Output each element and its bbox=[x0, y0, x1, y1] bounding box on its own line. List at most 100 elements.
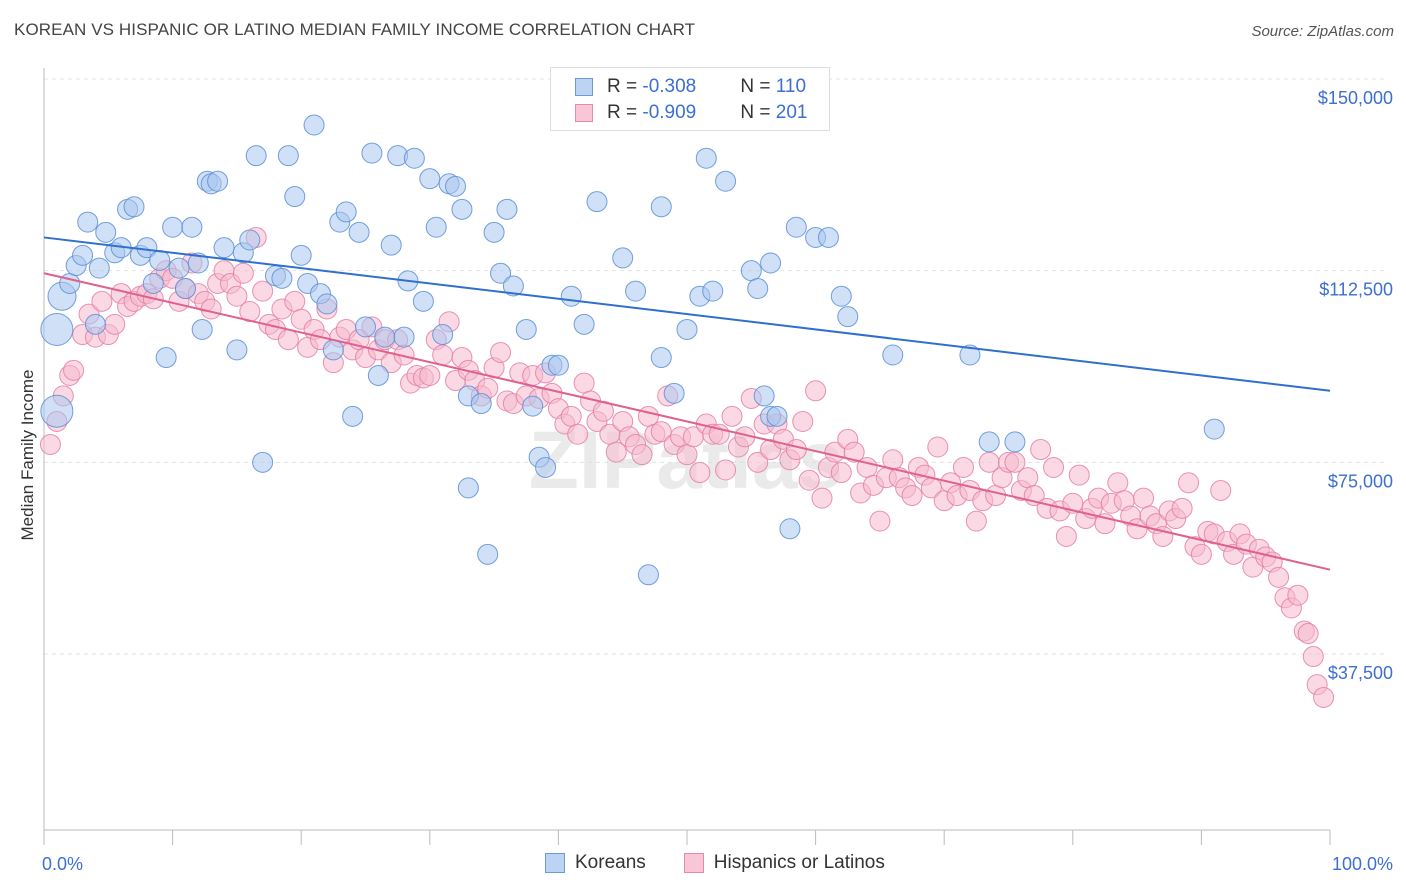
data-point bbox=[798, 469, 820, 491]
legend-row-koreans: R = -0.308 N = 110 bbox=[575, 75, 806, 99]
data-point bbox=[496, 198, 518, 220]
data-point bbox=[239, 229, 261, 251]
series-label-koreans: Koreans bbox=[575, 852, 646, 873]
data-point bbox=[271, 267, 293, 289]
data-point bbox=[869, 510, 891, 532]
data-point bbox=[631, 444, 653, 466]
data-point bbox=[1210, 479, 1232, 501]
data-point bbox=[1268, 566, 1290, 588]
data-point bbox=[689, 462, 711, 484]
data-point bbox=[959, 344, 981, 366]
data-point bbox=[1107, 472, 1129, 494]
data-point bbox=[374, 326, 396, 348]
data-point bbox=[502, 275, 524, 297]
y-tick-label: $150,000 bbox=[1318, 88, 1393, 108]
data-point bbox=[419, 168, 441, 190]
data-point bbox=[1043, 456, 1065, 478]
data-point bbox=[77, 211, 99, 233]
series-label-hispanics: Hispanics or Latinos bbox=[713, 852, 885, 873]
legend-swatch-hispanics bbox=[575, 104, 593, 122]
axis-labels: $37,500 $75,000 $112,500 $150,000 0.0% 100.0%… bbox=[18, 88, 1393, 874]
data-point bbox=[747, 451, 769, 473]
series-legend-koreans[interactable]: Koreans bbox=[545, 852, 646, 874]
data-point bbox=[605, 441, 627, 463]
data-point bbox=[843, 441, 865, 463]
data-point bbox=[515, 318, 537, 340]
data-point bbox=[830, 462, 852, 484]
y-axis-title: Median Family Income bbox=[18, 369, 37, 540]
trend-line-hispanics bbox=[43, 272, 1331, 571]
data-point bbox=[39, 433, 61, 455]
data-point bbox=[753, 385, 775, 407]
data-point bbox=[650, 421, 672, 443]
data-point bbox=[303, 114, 325, 136]
legend-r-label: R = bbox=[607, 76, 643, 97]
data-point bbox=[200, 298, 222, 320]
data-point bbox=[355, 316, 376, 338]
data-point bbox=[322, 339, 344, 361]
data-point bbox=[766, 405, 788, 427]
data-point bbox=[290, 244, 312, 266]
data-point bbox=[811, 487, 833, 509]
data-point bbox=[547, 354, 569, 376]
data-point bbox=[393, 326, 415, 348]
data-point bbox=[335, 201, 357, 223]
series-legend-hispanics[interactable]: Hispanics or Latinos bbox=[683, 852, 885, 874]
data-point bbox=[348, 221, 370, 243]
data-point bbox=[612, 247, 634, 269]
data-point bbox=[432, 324, 454, 346]
data-point bbox=[837, 306, 859, 328]
data-point bbox=[361, 142, 383, 164]
data-point bbox=[277, 329, 299, 351]
data-point bbox=[560, 285, 582, 307]
data-point bbox=[573, 313, 595, 335]
series-swatch-koreans bbox=[545, 853, 565, 873]
data-point bbox=[650, 347, 672, 369]
data-point bbox=[1287, 584, 1309, 606]
data-point bbox=[142, 272, 164, 294]
data-point bbox=[104, 313, 126, 335]
data-point bbox=[403, 147, 425, 169]
data-point bbox=[625, 280, 647, 302]
data-point bbox=[567, 423, 589, 445]
data-point bbox=[785, 439, 807, 461]
data-point bbox=[226, 339, 248, 361]
data-point bbox=[149, 249, 171, 271]
korean-points bbox=[40, 76, 1225, 586]
data-point bbox=[412, 290, 434, 312]
data-point bbox=[162, 216, 184, 238]
data-point bbox=[284, 290, 306, 312]
data-point bbox=[232, 262, 254, 284]
data-point bbox=[792, 410, 814, 432]
data-point bbox=[676, 444, 698, 466]
data-point bbox=[213, 237, 235, 259]
trend-lines bbox=[43, 236, 1331, 571]
data-point bbox=[1203, 418, 1225, 440]
data-point bbox=[560, 405, 582, 427]
data-point bbox=[123, 196, 145, 218]
data-point bbox=[483, 221, 505, 243]
y-tick-label: $112,500 bbox=[1319, 280, 1393, 300]
data-point bbox=[1030, 439, 1052, 461]
data-point bbox=[676, 318, 698, 340]
data-point bbox=[1133, 487, 1155, 509]
data-point bbox=[715, 459, 737, 481]
data-point bbox=[316, 293, 338, 315]
legend-swatch-koreans bbox=[575, 78, 593, 96]
series-legend: Koreans Hispanics or Latinos bbox=[545, 852, 923, 874]
data-point bbox=[91, 290, 113, 312]
data-point bbox=[637, 564, 659, 586]
data-point bbox=[1302, 646, 1324, 668]
data-point bbox=[380, 234, 402, 256]
data-point bbox=[1017, 467, 1039, 489]
y-tick-label: $37,500 bbox=[1328, 663, 1393, 683]
y-tick-label: $75,000 bbox=[1328, 471, 1393, 491]
data-point bbox=[284, 186, 306, 208]
data-point bbox=[490, 341, 512, 363]
source-label: Source: ZipAtlas.com bbox=[1251, 23, 1394, 40]
data-point bbox=[760, 252, 782, 274]
legend-n-label: N = bbox=[740, 76, 776, 97]
series-swatch-hispanics bbox=[683, 853, 704, 873]
data-point bbox=[470, 393, 492, 415]
